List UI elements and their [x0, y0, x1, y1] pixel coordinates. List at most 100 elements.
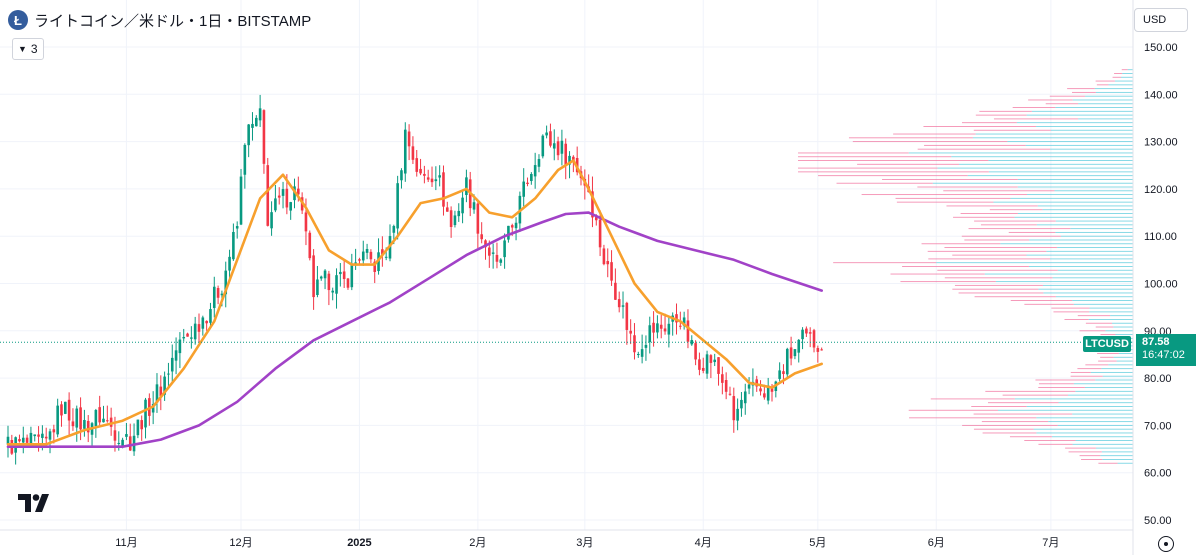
volume-bar-up — [1036, 417, 1133, 419]
candle-body — [801, 329, 804, 340]
candle-body — [44, 436, 48, 439]
candle-body — [812, 330, 816, 348]
volume-bar-down — [818, 175, 968, 177]
candle-body — [182, 336, 186, 339]
candle-body — [820, 349, 823, 351]
volume-bar-up — [1026, 114, 1133, 116]
volume-bar-up — [1028, 266, 1133, 267]
volume-bar-up — [1055, 220, 1133, 222]
volume-bar-down — [964, 239, 1030, 241]
volume-bar-up — [995, 281, 1133, 283]
volume-bar-up — [1085, 95, 1133, 97]
candle-body — [52, 429, 56, 433]
candle-body — [701, 367, 705, 371]
volume-bar-up — [937, 167, 1133, 169]
volume-bar-down — [958, 292, 1044, 294]
candle-body — [480, 234, 483, 240]
candle-body — [224, 270, 228, 295]
candle-body — [457, 210, 461, 217]
y-tick-label: 70.00 — [1144, 420, 1172, 432]
candle-body — [808, 332, 812, 334]
candle-body — [426, 177, 430, 180]
candle-body — [533, 165, 537, 177]
volume-bar-down — [1010, 300, 1073, 301]
volume-bar-down — [1012, 107, 1056, 108]
volume-bar-down — [1067, 88, 1095, 90]
volume-bar-down — [1100, 356, 1114, 358]
volume-bar-up — [1084, 387, 1133, 389]
candle-body — [342, 271, 346, 280]
volume-bar-down — [1097, 353, 1119, 354]
volume-bar-up — [1000, 243, 1133, 245]
volume-bar-up — [1058, 402, 1133, 404]
volume-bar-up — [1118, 353, 1133, 354]
candle-body — [205, 320, 208, 324]
volume-bar-up — [1057, 424, 1133, 426]
candle-body — [476, 203, 480, 234]
volume-bar-up — [1036, 126, 1133, 127]
candle-body — [212, 286, 216, 308]
candle-body — [728, 393, 732, 395]
volume-bar-up — [1049, 258, 1133, 260]
symbol-title[interactable]: ライトコイン／米ドル・1日・BITSTAMP — [34, 12, 312, 30]
candle-body — [606, 261, 610, 265]
candle-body — [86, 420, 90, 433]
candle-body — [319, 276, 323, 279]
candle-body — [682, 317, 686, 326]
volume-bar-up — [1072, 300, 1133, 301]
candle-body — [113, 430, 117, 441]
volume-bar-up — [1068, 394, 1133, 396]
volume-bar-up — [1038, 288, 1133, 290]
chart-header: Ł ライトコイン／米ドル・1日・BITSTAMP — [8, 8, 311, 32]
candle-body — [594, 217, 598, 221]
candle-body — [270, 212, 273, 229]
indicator-collapse-button[interactable]: ▼ 3 — [12, 38, 44, 60]
candle-body — [243, 144, 247, 175]
y-tick-label: 140.00 — [1144, 89, 1178, 101]
candle-body — [522, 181, 525, 197]
candle-body — [690, 340, 694, 345]
candle-body — [304, 212, 308, 232]
volume-bar-up — [1055, 107, 1133, 108]
volume-bar-down — [961, 235, 1061, 237]
candle-body — [686, 320, 690, 342]
settings-gear-icon[interactable] — [1158, 536, 1174, 552]
litecoin-logo-icon: Ł — [8, 10, 28, 30]
volume-bar-up — [1075, 440, 1133, 441]
candle-body — [491, 252, 495, 254]
candle-body — [564, 143, 568, 165]
candle-body — [438, 175, 441, 178]
candle-body — [262, 110, 266, 164]
candle-body — [552, 143, 556, 149]
candle-body — [648, 325, 652, 343]
candle-body — [64, 401, 67, 414]
candle-body — [667, 323, 671, 335]
candle-body — [266, 165, 270, 226]
candle-body — [297, 188, 300, 195]
candle-body — [209, 309, 212, 323]
candle-body — [339, 271, 342, 275]
candle-body — [140, 420, 143, 430]
volume-bar-up — [1033, 428, 1133, 430]
candle-body — [461, 197, 464, 214]
volume-bar-up — [1113, 326, 1133, 328]
volume-bar-up — [1122, 73, 1133, 74]
volume-bar-up — [1057, 269, 1133, 271]
candle-body — [159, 386, 163, 397]
volume-bar-up — [1110, 315, 1133, 317]
candle-body — [201, 317, 205, 329]
currency-selector[interactable]: USD — [1134, 8, 1188, 32]
candle-body — [778, 370, 781, 379]
volume-bar-down — [917, 148, 1051, 150]
candle-body — [354, 262, 357, 264]
y-tick-label: 60.00 — [1144, 468, 1172, 480]
candle-body — [507, 225, 510, 240]
volume-bar-up — [1102, 375, 1133, 377]
volume-bar-up — [967, 175, 1133, 177]
volume-bar-down — [944, 247, 1058, 249]
volume-bar-up — [1054, 190, 1133, 192]
volume-bar-up — [1007, 141, 1133, 143]
volume-bar-up — [1072, 443, 1133, 445]
volume-bar-down — [946, 205, 1038, 207]
